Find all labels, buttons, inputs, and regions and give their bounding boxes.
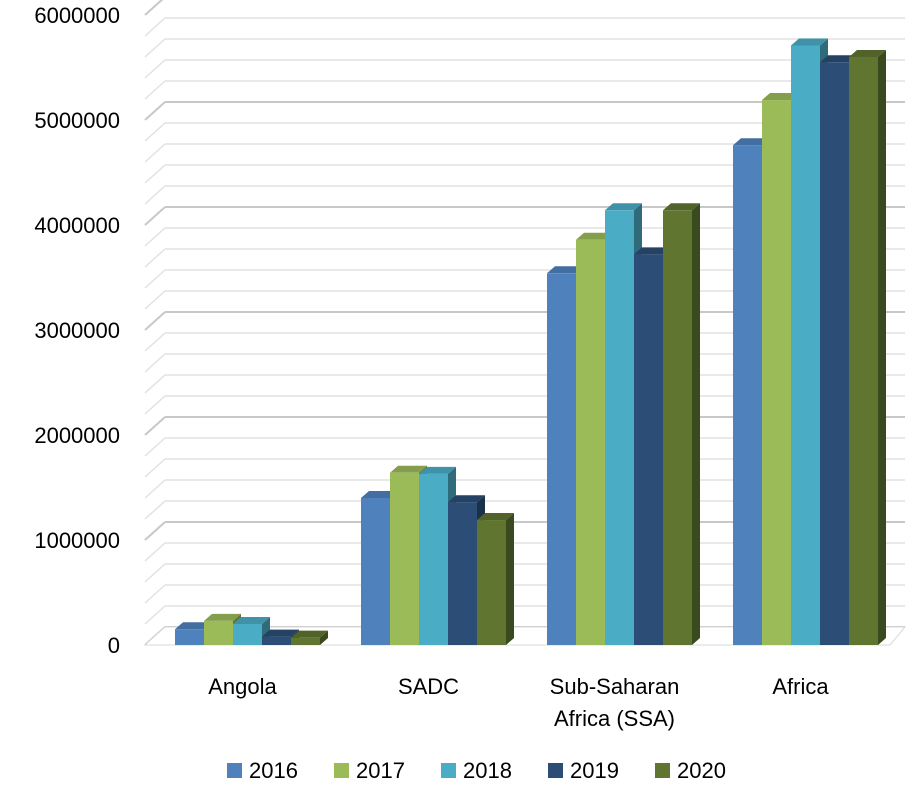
bar-top: [390, 465, 427, 473]
y-tick-label: 6000000: [34, 3, 120, 28]
bars: [175, 38, 886, 646]
bar-top: [576, 232, 613, 240]
bar-group: [547, 203, 700, 646]
major-gridline: [144, 0, 164, 16]
bar-side: [692, 203, 700, 646]
bar: [477, 513, 514, 645]
bar-group: [175, 613, 328, 645]
bar-front: [390, 472, 419, 645]
bar: [291, 630, 328, 645]
bar-top: [547, 266, 584, 274]
legend-label: 2016: [249, 758, 298, 783]
bar-top: [204, 613, 241, 621]
bar-top: [791, 38, 828, 46]
bar-front: [204, 620, 233, 645]
y-tick-label: 0: [108, 633, 120, 658]
minor-gridline: [144, 80, 905, 100]
minor-gridline: [144, 59, 905, 79]
minor-gridline: [144, 17, 905, 37]
bar-front: [820, 62, 849, 645]
bar-top: [233, 617, 270, 624]
legend-item: 2016: [227, 758, 298, 783]
bar-top: [477, 513, 514, 521]
bar-top: [262, 629, 299, 637]
bar-front: [547, 273, 576, 645]
x-tick-label: Sub-Saharan: [550, 674, 680, 699]
bar-front: [448, 502, 477, 645]
bar-front: [849, 57, 878, 645]
bar: [204, 613, 241, 645]
y-tick-label: 1000000: [34, 528, 120, 553]
bar-top: [733, 138, 770, 146]
bar-top: [419, 466, 456, 474]
bar-side: [320, 630, 328, 645]
bar-front: [762, 100, 791, 646]
bar-front: [262, 636, 291, 645]
bar-group: [733, 38, 886, 646]
legend-swatch: [548, 763, 563, 778]
bar-front: [733, 145, 762, 645]
legend-swatch: [334, 763, 349, 778]
x-tick-labels: Angola SADC Sub-Saharan Africa (SSA) Africa: [208, 674, 829, 731]
bar-front: [791, 45, 820, 645]
minor-gridline: [144, 38, 905, 58]
bar-front: [291, 637, 320, 645]
bar-front: [419, 473, 448, 645]
x-tick-label: Africa (SSA): [554, 706, 675, 731]
bar: [233, 617, 270, 645]
legend-swatch: [227, 763, 242, 778]
bar-front: [233, 624, 262, 645]
legend-label: 2018: [463, 758, 512, 783]
bar-front: [175, 629, 204, 645]
x-tick-label: Africa: [772, 674, 829, 699]
bar-top: [175, 622, 212, 630]
bar-top: [361, 491, 398, 498]
legend-swatch: [441, 763, 456, 778]
bar: [663, 203, 700, 646]
legend: 2016 2017 2018 2019 2020: [227, 758, 726, 783]
bar-top: [849, 50, 886, 57]
bar-top: [663, 203, 700, 211]
bar-front: [576, 239, 605, 645]
bar-side: [878, 50, 886, 645]
bar-side: [506, 513, 514, 645]
bar-front: [361, 498, 390, 645]
bar-front: [663, 210, 692, 646]
bar-top: [291, 630, 328, 638]
y-tick-label: 2000000: [34, 423, 120, 448]
bar-top: [448, 495, 485, 503]
legend-item: 2018: [441, 758, 512, 783]
x-tick-label: SADC: [398, 674, 459, 699]
y-tick-label: 3000000: [34, 318, 120, 343]
legend-item: 2020: [655, 758, 726, 783]
legend-label: 2019: [570, 758, 619, 783]
legend-swatch: [655, 763, 670, 778]
y-tick-label: 5000000: [34, 108, 120, 133]
bar-top: [820, 55, 857, 63]
x-tick-label: Angola: [208, 674, 277, 699]
bar-top: [762, 93, 799, 101]
bar-front: [477, 520, 506, 645]
y-tick-label: 4000000: [34, 213, 120, 238]
bar-front: [605, 210, 634, 646]
bar-top: [634, 247, 671, 255]
bar-top: [605, 203, 642, 211]
legend-item: 2019: [548, 758, 619, 783]
bar-front: [634, 254, 663, 645]
legend-item: 2017: [334, 758, 405, 783]
y-tick-labels: 0 1000000 2000000 3000000 4000000 5000000 6000…: [34, 3, 120, 658]
legend-label: 2017: [356, 758, 405, 783]
legend-label: 2020: [677, 758, 726, 783]
bar: [849, 50, 886, 645]
bar-group: [361, 465, 514, 645]
